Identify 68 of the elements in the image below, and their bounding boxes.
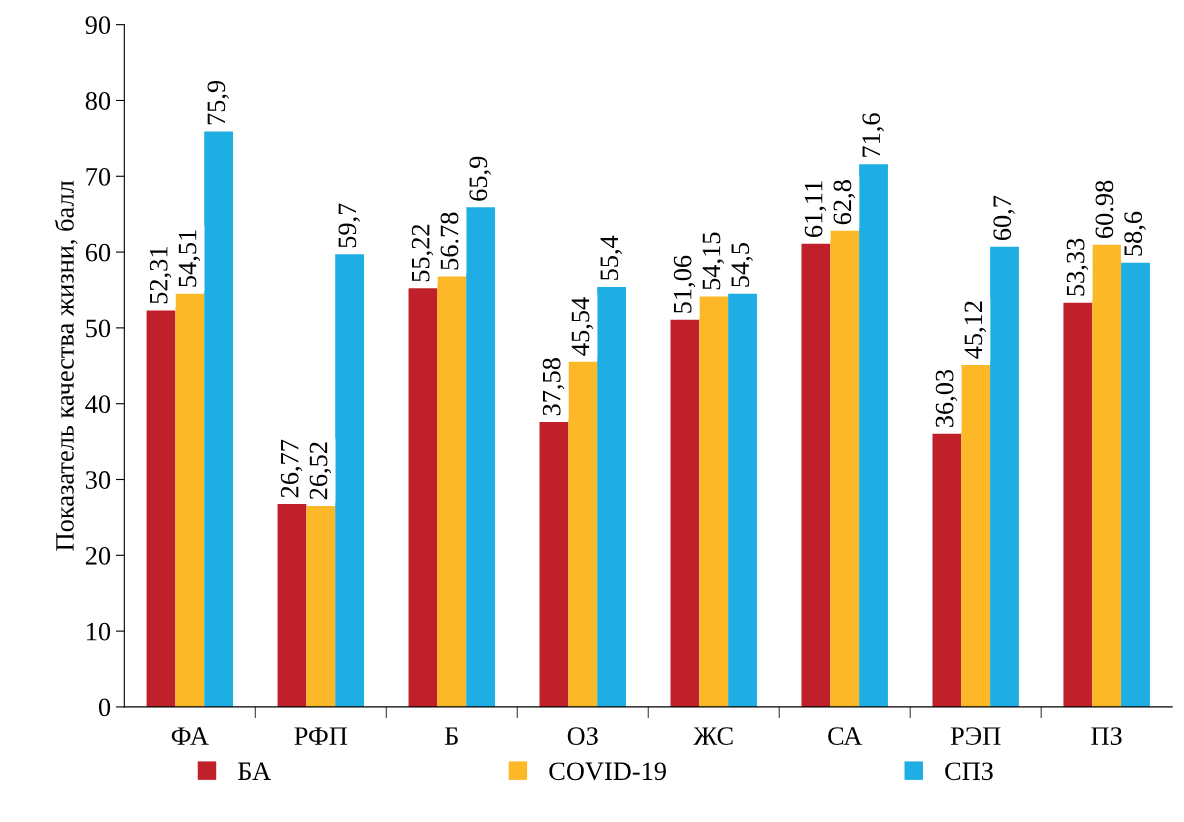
y-tick-label: 40 <box>85 395 111 414</box>
x-tick-label: ФА <box>171 727 209 745</box>
data-label: 59,7 <box>338 203 361 248</box>
legend-label: СПЗ <box>945 762 993 781</box>
data-label: 54,51 <box>178 230 201 287</box>
data-label: 26,52 <box>309 442 332 500</box>
y-tick-label: 0 <box>98 698 111 717</box>
data-label: 56.78 <box>440 212 459 270</box>
x-tick-label: ПЗ <box>1091 727 1122 745</box>
data-label: 54,5 <box>731 243 753 287</box>
bar <box>204 131 234 707</box>
bar <box>146 310 176 707</box>
data-label: 52,31 <box>149 247 172 304</box>
data-label: 45,12 <box>964 301 987 359</box>
data-label: 62,8 <box>833 180 856 225</box>
data-label: 45,54 <box>571 297 594 356</box>
x-tick-label: ОЗ <box>567 727 598 745</box>
bar <box>728 293 757 707</box>
y-tick-label: 90 <box>85 16 111 35</box>
data-label: 61,11 <box>804 181 827 237</box>
data-label: 65,9 <box>469 156 491 201</box>
data-label: 60.98 <box>1095 180 1114 238</box>
legend-label: БА <box>238 762 271 780</box>
data-label: 36,03 <box>935 369 958 427</box>
y-axis-title: Показатель качества жизни, балл <box>54 180 78 551</box>
y-tick-label: 70 <box>86 167 111 186</box>
data-label: 58,6 <box>1124 211 1146 256</box>
bar <box>175 293 205 707</box>
x-tick-label: РФП <box>294 727 348 745</box>
data-label: 55,22 <box>411 224 434 282</box>
bar <box>990 246 1019 707</box>
bar <box>1063 302 1093 707</box>
data-label: 75,9 <box>207 80 230 125</box>
bar <box>408 288 438 707</box>
data-label: 60,7 <box>993 195 1015 241</box>
bar <box>670 319 700 707</box>
bar <box>801 243 831 707</box>
bar <box>1121 262 1150 707</box>
x-tick-label: Б <box>444 727 458 745</box>
bar <box>335 254 365 707</box>
data-label: 26,77 <box>280 439 303 498</box>
data-label: 55,4 <box>600 235 622 280</box>
y-tick-label: 80 <box>85 92 111 110</box>
bar <box>932 433 962 707</box>
data-label: 51,06 <box>673 255 696 313</box>
y-tick-label: 20 <box>85 546 111 565</box>
data-label: 53,33 <box>1066 238 1089 296</box>
x-tick-label: РЭП <box>950 727 1001 745</box>
bar <box>437 276 467 707</box>
bar <box>306 505 336 707</box>
data-label: 71,6 <box>862 113 884 157</box>
bar <box>466 207 495 707</box>
data-label: 37,58 <box>542 358 565 416</box>
bar <box>539 422 569 707</box>
data-label: 54,15 <box>702 232 725 290</box>
bar <box>1092 244 1122 707</box>
bar <box>830 230 860 707</box>
y-tick-label: 10 <box>87 622 111 641</box>
bar <box>859 164 888 707</box>
y-tick-label: 50 <box>86 319 111 338</box>
bar <box>961 364 991 707</box>
bar <box>699 296 729 707</box>
bar <box>568 361 598 707</box>
x-tick-label: СА <box>828 727 863 745</box>
x-tick-label: ЖС <box>693 727 733 745</box>
legend-label: COVID-19 <box>549 762 666 781</box>
y-tick-label: 60 <box>85 243 111 262</box>
y-tick-label: 30 <box>86 471 111 489</box>
